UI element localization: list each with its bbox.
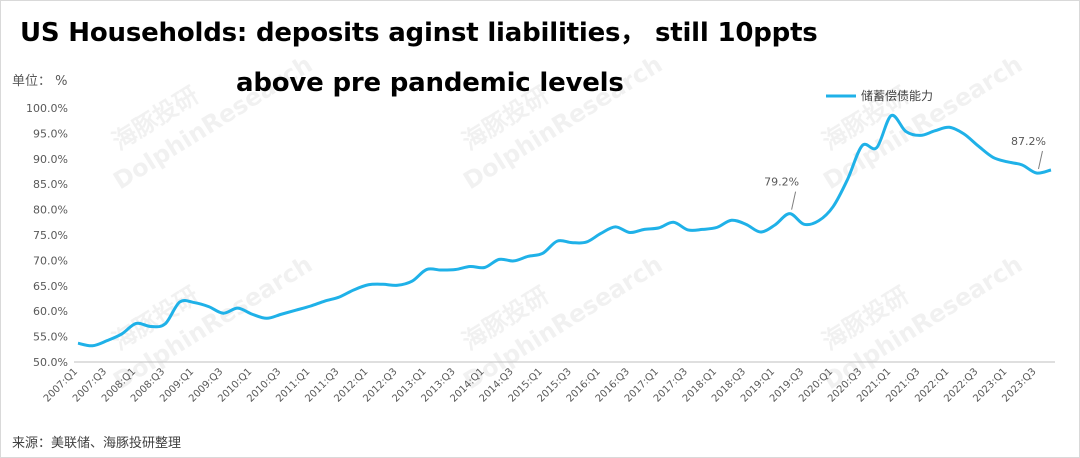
annotation-leader [1037, 150, 1043, 170]
chart-title-line-2: above pre pandemic levels [236, 68, 624, 98]
y-tick-label: 55.0% [33, 331, 68, 344]
chart-title-line-1: US Households: deposits aginst liabiliti… [20, 18, 818, 48]
data-label: 87.2% [1011, 135, 1046, 148]
y-tick-label: 75.0% [33, 229, 68, 242]
y-axis: 50.0% 55.0% 60.0% 65.0% 70.0% 75.0% 80.0% 85.0%… [26, 102, 1055, 369]
source-note: 来源：美联储、海豚投研整理 [12, 436, 182, 451]
unit-label: 单位： % [12, 74, 68, 89]
y-tick-label: 80.0% [33, 204, 68, 217]
legend: 储蓄偿债能力 [826, 88, 933, 103]
y-tick-label: 50.0% [33, 356, 68, 369]
y-tick-label: 70.0% [33, 254, 68, 267]
y-tick-label: 60.0% [33, 305, 68, 318]
y-tick-label: 65.0% [33, 280, 68, 293]
legend-label: 储蓄偿债能力 [861, 88, 933, 103]
data-label: 79.2% [764, 176, 799, 189]
y-tick-label: 85.0% [33, 178, 68, 191]
plot-area: 79.2% 87.2% [77, 113, 1052, 348]
annotation-leader [791, 191, 797, 210]
y-tick-label: 90.0% [33, 153, 68, 166]
series-line [77, 113, 1052, 348]
y-tick-label: 100.0% [26, 102, 68, 115]
y-tick-label: 95.0% [33, 127, 68, 140]
x-axis: 2007:Q12007:Q32008:Q12008:Q32009:Q12009:… [42, 366, 1039, 404]
